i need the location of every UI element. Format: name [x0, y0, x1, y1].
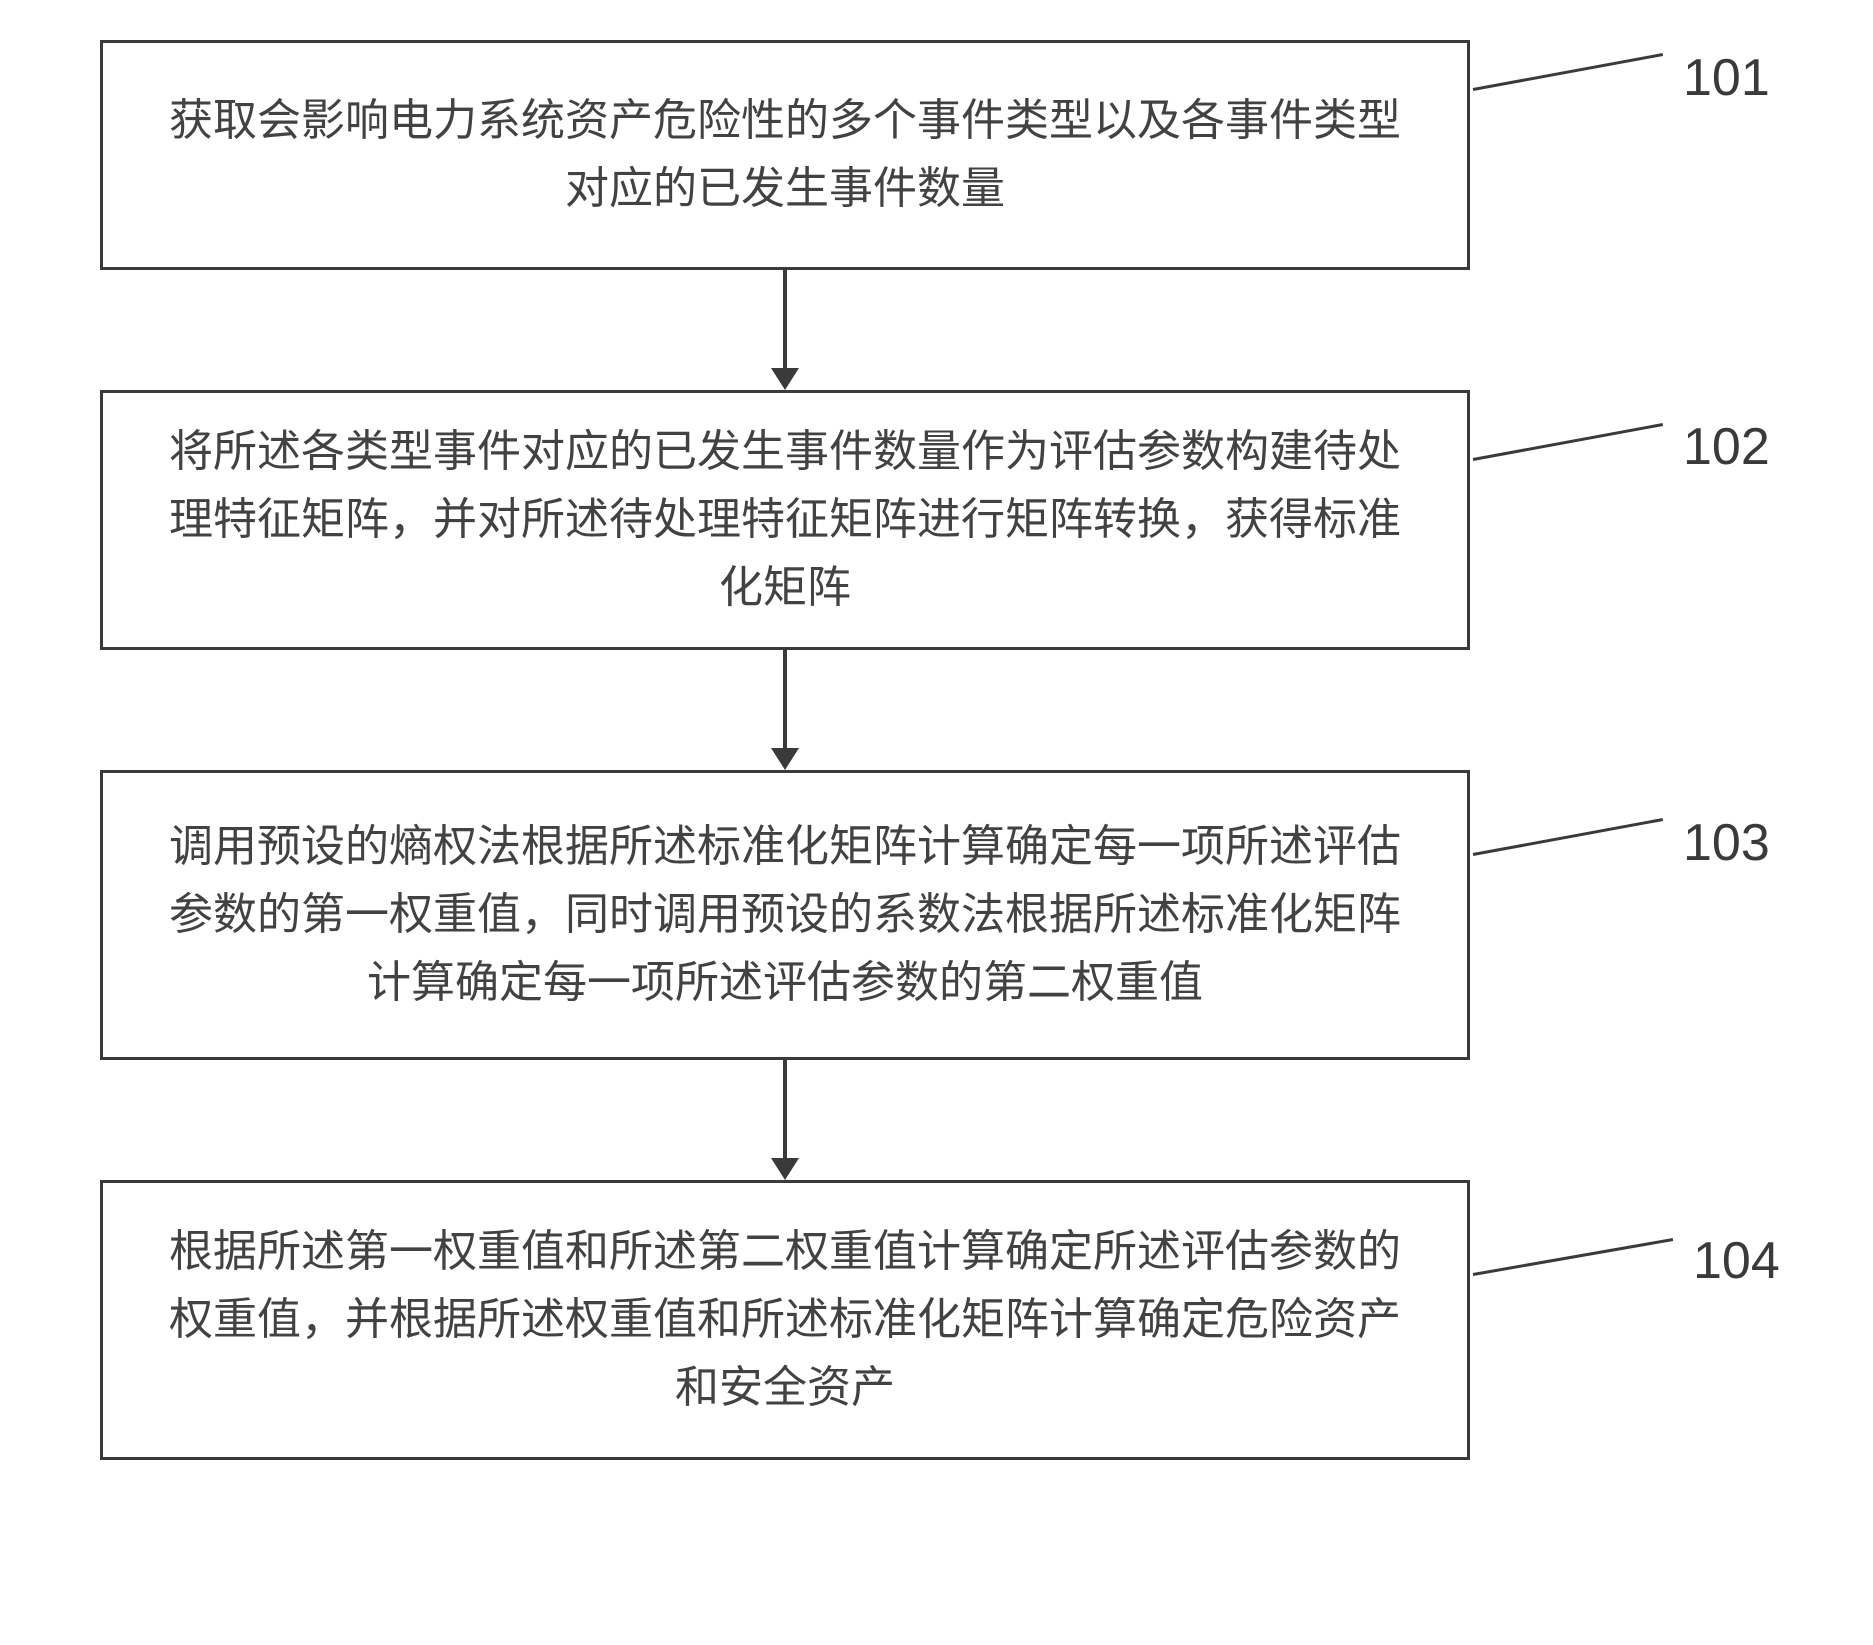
connector-line — [1473, 423, 1664, 461]
flowchart-step-104: 根据所述第一权重值和所述第二权重值计算确定所述评估参数的权重值，并根据所述权重值… — [100, 1180, 1470, 1460]
step-text: 调用预设的熵权法根据所述标准化矩阵计算确定每一项所述评估参数的第一权重值，同时调… — [153, 813, 1417, 1018]
arrow-shaft — [783, 270, 787, 368]
step-label-101: 101 — [1683, 48, 1770, 108]
connector-line — [1473, 53, 1664, 91]
flowchart-step-101: 获取会影响电力系统资产危险性的多个事件类型以及各事件类型对应的已发生事件数量10… — [100, 40, 1470, 270]
arrow-head-icon — [771, 1158, 799, 1180]
connector-line — [1473, 818, 1664, 856]
flow-arrow — [100, 1060, 1470, 1180]
arrow-head-icon — [771, 748, 799, 770]
flow-arrow — [100, 270, 1470, 390]
arrow-shaft — [783, 1060, 787, 1158]
flowchart-container: 获取会影响电力系统资产危险性的多个事件类型以及各事件类型对应的已发生事件数量 10… — [100, 40, 1770, 1460]
step-label-104: 104 — [1693, 1231, 1780, 1291]
step-label-102: 102 — [1683, 417, 1770, 477]
step-text: 获取会影响电力系统资产危险性的多个事件类型以及各事件类型对应的已发生事件数量 — [153, 87, 1417, 223]
arrow-shaft — [783, 650, 787, 748]
step-text: 将所述各类型事件对应的已发生事件数量作为评估参数构建待处理特征矩阵，并对所述待处… — [153, 418, 1417, 623]
flowchart-step-103: 调用预设的熵权法根据所述标准化矩阵计算确定每一项所述评估参数的第一权重值，同时调… — [100, 770, 1470, 1060]
connector-line — [1473, 1238, 1674, 1276]
step-text: 根据所述第一权重值和所述第二权重值计算确定所述评估参数的权重值，并根据所述权重值… — [153, 1218, 1417, 1423]
arrow-head-icon — [771, 368, 799, 390]
step-label-103: 103 — [1683, 813, 1770, 873]
flow-arrow — [100, 650, 1470, 770]
flowchart-step-102: 将所述各类型事件对应的已发生事件数量作为评估参数构建待处理特征矩阵，并对所述待处… — [100, 390, 1470, 650]
